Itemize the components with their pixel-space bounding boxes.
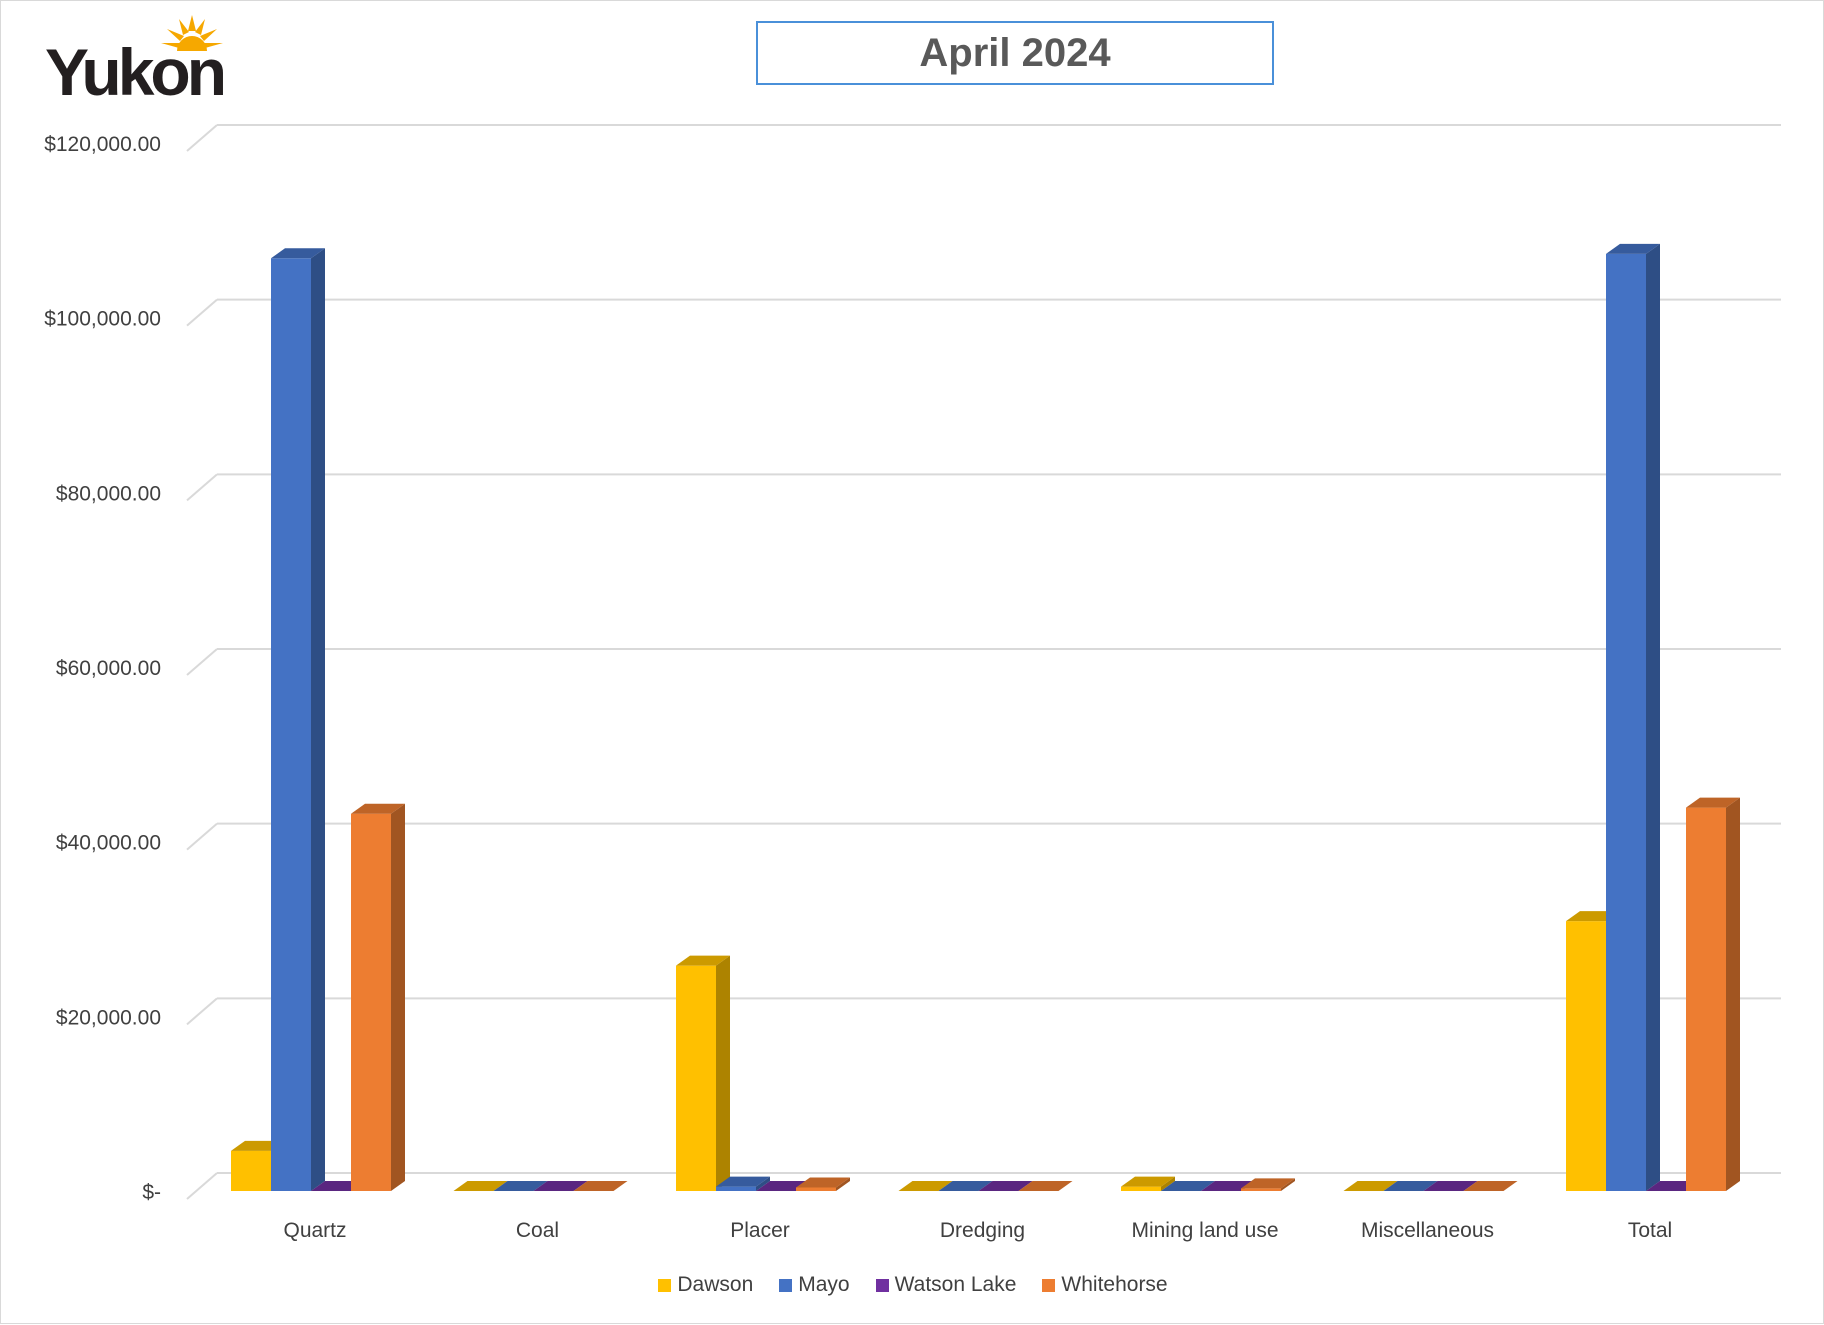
x-tick-label-3: Dredging [940,1219,1025,1242]
bar-0-0 [231,1151,271,1191]
gridline-depth-5 [187,300,217,326]
legend-swatch-0 [658,1279,671,1292]
legend-label-2: Watson Lake [895,1273,1017,1297]
y-tick-label-1: $20,000.00 [56,1006,161,1029]
legend-label-1: Mayo [798,1273,849,1297]
x-tick-label-2: Placer [730,1219,790,1242]
bar-side-2-0 [716,956,730,1191]
bar-side-0-1 [311,248,325,1191]
y-tick-label-3: $60,000.00 [56,657,161,680]
bar-0-1 [271,258,311,1191]
x-tick-label-6: Total [1628,1219,1672,1242]
bar-4-3 [1241,1188,1281,1191]
legend-swatch-2 [876,1279,889,1292]
bar-6-3 [1686,808,1726,1191]
y-tick-label-0: $- [142,1181,161,1204]
legend-item-1: Mayo [779,1273,849,1297]
bar-2-3 [796,1188,836,1191]
y-tick-label-4: $80,000.00 [56,482,161,505]
x-tick-label-0: Quartz [283,1219,346,1242]
gridline-depth-3 [187,649,217,675]
gridline-depth-6 [187,125,217,151]
legend-swatch-1 [779,1279,792,1292]
y-tick-label-2: $40,000.00 [56,832,161,855]
legend-label-0: Dawson [677,1273,753,1297]
x-tick-label-5: Miscellaneous [1361,1219,1494,1242]
bar-6-0 [1566,921,1606,1191]
x-tick-label-4: Mining land use [1131,1219,1278,1242]
bar-0-3 [351,814,391,1191]
legend-item-3: Whitehorse [1042,1273,1167,1297]
gridline-depth-4 [187,474,217,500]
gridline-depth-2 [187,824,217,850]
bar-4-0 [1121,1187,1161,1191]
legend-label-3: Whitehorse [1061,1273,1167,1297]
legend-swatch-3 [1042,1279,1055,1292]
bar-6-1 [1606,254,1646,1191]
gridline-depth-0 [187,1173,217,1199]
x-tick-label-1: Coal [516,1219,559,1242]
bar-side-6-1 [1646,244,1660,1191]
y-tick-label-5: $100,000.00 [44,308,161,331]
bar-side-0-3 [391,804,405,1191]
legend-item-2: Watson Lake [876,1273,1017,1297]
y-tick-label-6: $120,000.00 [44,133,161,156]
bar-2-0 [676,966,716,1191]
bar-side-6-3 [1726,798,1740,1191]
bar-2-1 [716,1187,756,1191]
gridline-depth-1 [187,998,217,1024]
legend-item-0: Dawson [658,1273,753,1297]
bar-top-4-3 [1241,1178,1295,1188]
chart-legend: Dawson Mayo Watson Lake Whitehorse [1,1273,1824,1297]
